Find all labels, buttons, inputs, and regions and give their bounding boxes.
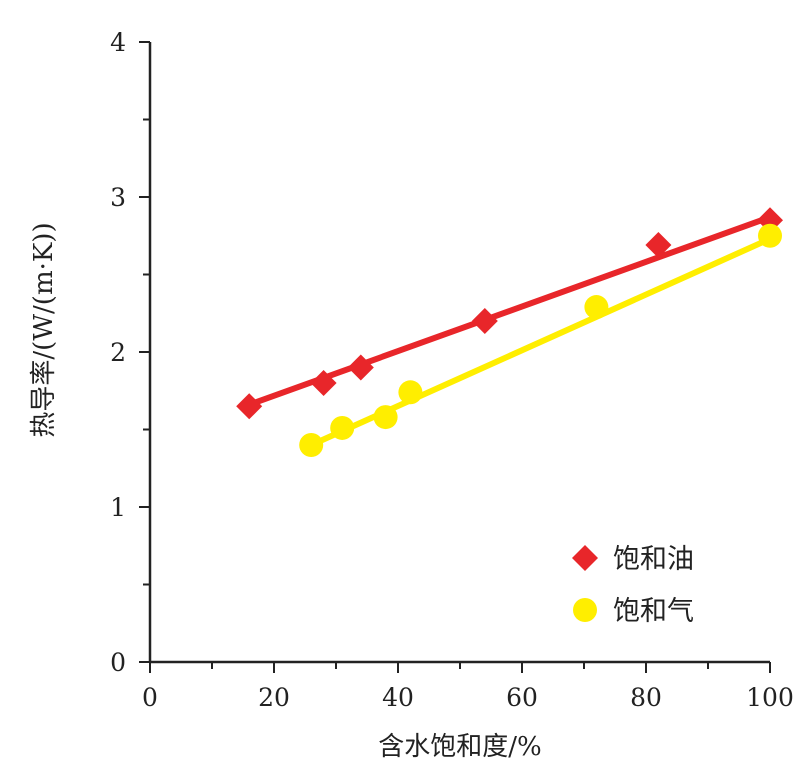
legend-marker-series-2 [573, 598, 597, 622]
x-tick-label: 40 [382, 683, 414, 712]
data-point-series-1 [310, 370, 337, 396]
data-point-series-2 [584, 295, 609, 320]
data-point-series-2 [299, 433, 324, 457]
legend-label-series-2: 饱和气 [613, 596, 694, 627]
x-tick-label: 80 [630, 683, 662, 712]
legend-marker-series-1 [572, 545, 598, 571]
x-tick-label: 0 [142, 683, 158, 712]
x-tick-label: 60 [506, 683, 538, 712]
data-points [236, 207, 783, 457]
fit-line-series-1 [246, 214, 773, 408]
x-tick-label: 100 [746, 683, 794, 712]
fit-lines [246, 214, 773, 448]
x-axis-label: 含水饱和度/% [378, 732, 541, 762]
data-point-series-2 [758, 223, 782, 248]
legend-label-series-1: 饱和油 [613, 544, 694, 575]
axes: 0 20 40 60 80 100 0 1 2 3 4 [110, 28, 794, 712]
data-point-series-1 [236, 393, 263, 420]
x-tick-label: 20 [258, 683, 290, 712]
y-tick-label: 4 [110, 28, 126, 57]
y-tick-label: 3 [110, 183, 126, 212]
y-axis-label: 热导率/(W/(m·K)) [29, 222, 59, 437]
y-tick-label: 2 [110, 338, 126, 367]
data-point-series-1 [645, 232, 672, 259]
data-point-series-1 [471, 308, 498, 334]
y-tick-label: 0 [110, 648, 126, 677]
y-tick-label: 1 [110, 493, 126, 522]
data-point-series-2 [330, 415, 355, 440]
data-point-series-2 [398, 380, 423, 405]
data-point-series-2 [373, 405, 398, 430]
data-point-series-1 [347, 354, 374, 381]
